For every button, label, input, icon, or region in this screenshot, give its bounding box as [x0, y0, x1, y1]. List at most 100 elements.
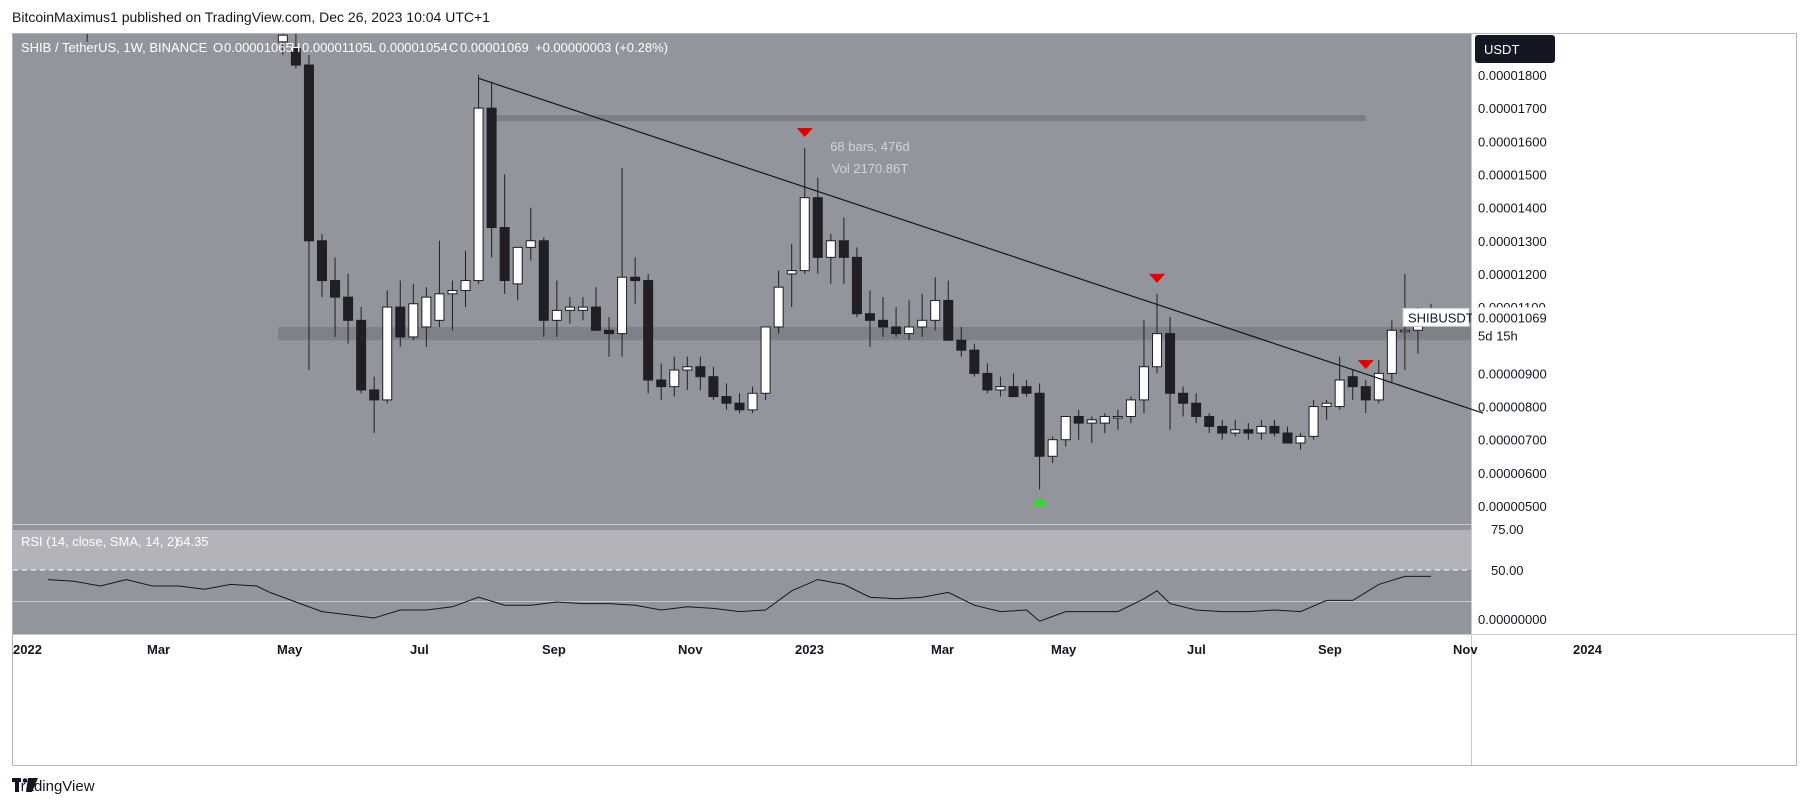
price-tick-label: 0.00001500: [1478, 167, 1547, 182]
candle-body-up: [1308, 406, 1319, 437]
candle-body-up: [1099, 415, 1110, 424]
rsi-line: [47, 575, 1431, 622]
time-tick-label: Jul: [410, 642, 429, 657]
rsi-label: RSI (14, close, SMA, 14, 2): [21, 534, 179, 549]
candle: [460, 250, 471, 308]
measure-vol-label: Vol 2170.86T: [832, 161, 909, 176]
price-tick-label: 0.00000500: [1478, 499, 1547, 514]
candle-body-down: [643, 280, 654, 381]
candle: [473, 75, 484, 284]
last-price-value: 0.00001069: [1478, 310, 1547, 325]
candle-body-down: [838, 240, 849, 258]
candle-body-up: [277, 34, 288, 43]
time-tick-label: Mar: [147, 642, 170, 657]
candle: [512, 246, 523, 301]
legend-open-value: 0.00001065: [224, 40, 293, 55]
candle-body-up: [773, 286, 784, 328]
candle-body-down: [1347, 376, 1358, 388]
candle: [604, 317, 615, 357]
candle: [343, 273, 354, 344]
candle-body-up: [447, 290, 458, 295]
candle-body-down: [943, 299, 954, 341]
candle: [1112, 409, 1123, 430]
bearish-marker-icon: [1149, 273, 1166, 283]
candle-body-down: [878, 319, 889, 328]
rsi-tick-label: 75.00: [1491, 522, 1524, 537]
candle: [1047, 436, 1058, 463]
candle-body-up: [1060, 415, 1071, 441]
candle: [773, 270, 784, 334]
candle: [1034, 383, 1045, 490]
candle: [1086, 416, 1097, 444]
price-tick-label: 0.00001300: [1478, 234, 1547, 249]
candle-body-down: [1204, 415, 1215, 427]
legend-change: +0.00000003 (+0.28%): [535, 40, 668, 55]
candle: [943, 280, 954, 341]
candlestick-chart[interactable]: 68 bars, 476d Vol 2170.86T SHIB / TetherUS…: [13, 34, 1796, 765]
candle-body-down: [812, 197, 823, 258]
rsi-tick-label: 50.00: [1491, 563, 1524, 578]
candle: [812, 177, 823, 274]
legend-symbol: SHIB / TetherUS, 1W, BINANCE: [21, 40, 207, 55]
candle-body-down: [864, 313, 875, 321]
candle: [1073, 409, 1084, 440]
bullish-marker-icon: [1031, 497, 1048, 506]
candle: [930, 277, 941, 331]
price-tick-label: 0.00000700: [1478, 433, 1547, 448]
candle: [447, 280, 458, 331]
candle-body-up: [930, 299, 941, 321]
candle-body-down: [891, 326, 902, 335]
candle-body-down: [1165, 333, 1176, 394]
candle-body-down: [590, 306, 601, 331]
candle: [1269, 419, 1280, 437]
candle: [408, 283, 419, 341]
candle-body-up: [421, 296, 432, 328]
candle: [369, 376, 380, 434]
candle: [395, 280, 406, 347]
candle: [630, 257, 641, 304]
candle-body-up: [460, 280, 471, 292]
candle: [917, 293, 928, 337]
candle-body-down: [1243, 429, 1254, 434]
candle-body-down: [538, 240, 549, 321]
last-price-box: [1472, 307, 1562, 348]
candle-body-up: [799, 197, 810, 272]
candle: [1373, 360, 1384, 404]
chart-frame[interactable]: 68 bars, 476d Vol 2170.86T SHIB / TetherUS…: [12, 33, 1797, 766]
candle: [564, 297, 575, 324]
bottom-pane-tick-label: 0.00000000: [1478, 612, 1547, 627]
candle-body-up: [577, 306, 588, 311]
candle-body-up: [1256, 425, 1267, 434]
candle-body-up: [617, 276, 628, 335]
candle: [1138, 320, 1149, 414]
candle-body-down: [1178, 392, 1189, 404]
candle: [695, 356, 706, 390]
candle-body-up: [1334, 379, 1345, 408]
candle-body-down: [656, 379, 667, 388]
candle-body-up: [1230, 429, 1241, 434]
candle-body-up: [1373, 372, 1384, 401]
candle: [969, 343, 980, 377]
candle-body-down: [851, 256, 862, 315]
candle: [1165, 317, 1176, 430]
main-pane-bg: [13, 34, 1471, 524]
candle-body-down: [1073, 415, 1084, 424]
candle: [1347, 370, 1358, 400]
candle-body-down: [734, 402, 745, 411]
candle: [825, 234, 836, 284]
candle-body-up: [1047, 439, 1058, 457]
candle-body-down: [499, 227, 510, 282]
candle-body-up: [669, 369, 680, 388]
candle: [669, 356, 680, 397]
time-tick-label: Mar: [931, 642, 954, 657]
time-tick-label: May: [277, 642, 303, 657]
candle: [1308, 399, 1319, 440]
time-tick-label: Nov: [1453, 642, 1478, 657]
candle-body-down: [343, 296, 354, 321]
candle-body-down: [630, 276, 641, 282]
bearish-marker-icon: [796, 127, 813, 137]
candle-body-down: [695, 366, 706, 378]
candle: [551, 280, 562, 337]
currency-button[interactable]: [1475, 35, 1555, 63]
candle: [1099, 413, 1110, 434]
